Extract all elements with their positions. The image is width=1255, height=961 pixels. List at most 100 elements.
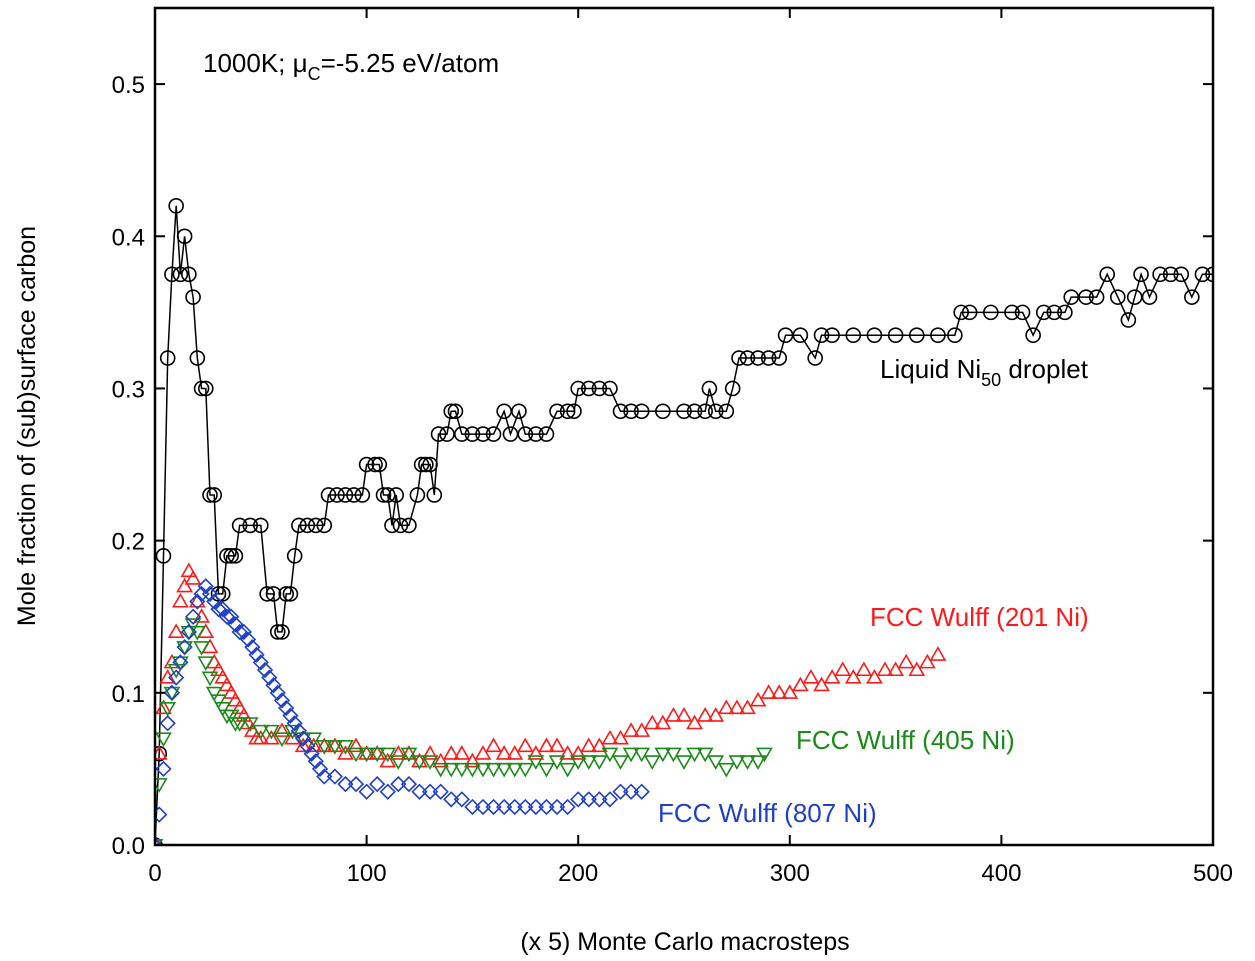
data-point xyxy=(1099,266,1115,283)
data-point xyxy=(566,403,582,420)
data-point xyxy=(506,762,524,778)
x-axis-label: (x 5) Monte Carlo macrosteps xyxy=(520,928,849,956)
data-point xyxy=(633,722,651,737)
data-point xyxy=(358,456,375,473)
ticks-layer: 0 100 200 300 400 500 0.0 0.1 0.2 0.3 0.4 0.5 xyxy=(112,8,1233,887)
data-point xyxy=(601,729,619,745)
data-point xyxy=(908,661,926,677)
data-point xyxy=(485,798,502,816)
data-point xyxy=(214,668,232,684)
data-point xyxy=(1035,304,1052,321)
data-point xyxy=(728,755,746,770)
data-point xyxy=(210,600,227,618)
data-point xyxy=(527,798,545,816)
data-point xyxy=(947,327,963,343)
data-point xyxy=(807,350,823,366)
data-point xyxy=(172,654,189,671)
data-point xyxy=(379,752,397,768)
data-point xyxy=(411,783,428,800)
data-point xyxy=(1184,289,1200,305)
data-point xyxy=(1109,289,1126,305)
y-tick-label: 0.3 xyxy=(112,376,145,403)
data-point xyxy=(770,684,788,699)
data-point xyxy=(256,661,274,679)
data-point xyxy=(326,768,343,785)
data-point xyxy=(1133,266,1149,283)
data-point xyxy=(665,707,682,722)
data-point xyxy=(278,586,294,602)
data-point xyxy=(612,403,629,420)
data-point xyxy=(559,745,576,760)
data-point xyxy=(675,755,693,770)
data-point xyxy=(601,791,619,808)
data-point xyxy=(219,548,235,564)
data-point xyxy=(749,755,767,770)
data-point xyxy=(696,747,714,763)
data-point xyxy=(612,755,629,770)
data-point xyxy=(633,747,651,763)
data-point xyxy=(1194,266,1211,283)
data-point xyxy=(602,380,618,397)
data-point xyxy=(346,487,362,503)
data-point xyxy=(447,403,464,420)
data-point xyxy=(248,646,265,663)
data-point xyxy=(413,456,430,473)
data-point xyxy=(527,755,545,770)
data-point xyxy=(202,487,218,503)
label-liquid-ni50: Liquid Ni50 droplet xyxy=(880,354,1089,390)
series-liquid-ni50-droplet xyxy=(155,198,1213,845)
data-point xyxy=(176,228,193,245)
data-point xyxy=(227,691,244,707)
data-point xyxy=(197,578,214,595)
data-point xyxy=(210,586,227,602)
data-point xyxy=(464,752,481,768)
data-point xyxy=(717,699,735,715)
data-point xyxy=(337,740,354,755)
data-point xyxy=(155,699,172,715)
x-tick-label: 100 xyxy=(347,860,387,887)
data-point xyxy=(771,350,788,366)
data-point xyxy=(167,623,185,638)
data-point xyxy=(792,327,809,343)
data-point xyxy=(654,714,672,730)
data-point xyxy=(1162,266,1179,283)
data-point xyxy=(464,426,481,442)
data-point xyxy=(961,304,978,321)
data-point xyxy=(210,661,227,677)
data-point xyxy=(1141,289,1158,305)
data-point xyxy=(591,791,608,808)
data-point xyxy=(855,661,873,677)
data-point xyxy=(189,593,206,610)
data-point xyxy=(623,403,639,420)
y-tick-label: 0.2 xyxy=(112,529,145,556)
data-point xyxy=(633,783,650,800)
data-point xyxy=(159,668,177,684)
data-point xyxy=(155,806,168,823)
data-point xyxy=(235,623,253,641)
data-point xyxy=(845,327,862,343)
data-point xyxy=(432,752,450,768)
data-point xyxy=(326,740,344,755)
data-point xyxy=(273,692,291,709)
data-point xyxy=(231,717,249,732)
data-point xyxy=(485,762,502,778)
x-tick-label: 400 xyxy=(981,860,1021,887)
data-point xyxy=(337,487,354,503)
data-point xyxy=(159,715,176,732)
data-point xyxy=(426,487,443,503)
data-point xyxy=(188,625,206,641)
data-point xyxy=(844,668,862,684)
data-point xyxy=(570,791,587,808)
data-point xyxy=(193,380,210,397)
data-point xyxy=(422,456,438,473)
y-axis-label: Mole fraction of (sub)surface carbon xyxy=(13,226,41,626)
data-point xyxy=(315,740,333,755)
data-point xyxy=(1046,304,1063,321)
data-point xyxy=(485,426,502,442)
data-point xyxy=(252,724,270,740)
data-point xyxy=(517,426,534,442)
data-point xyxy=(164,266,180,283)
data-point xyxy=(214,701,232,717)
data-point xyxy=(559,762,576,778)
